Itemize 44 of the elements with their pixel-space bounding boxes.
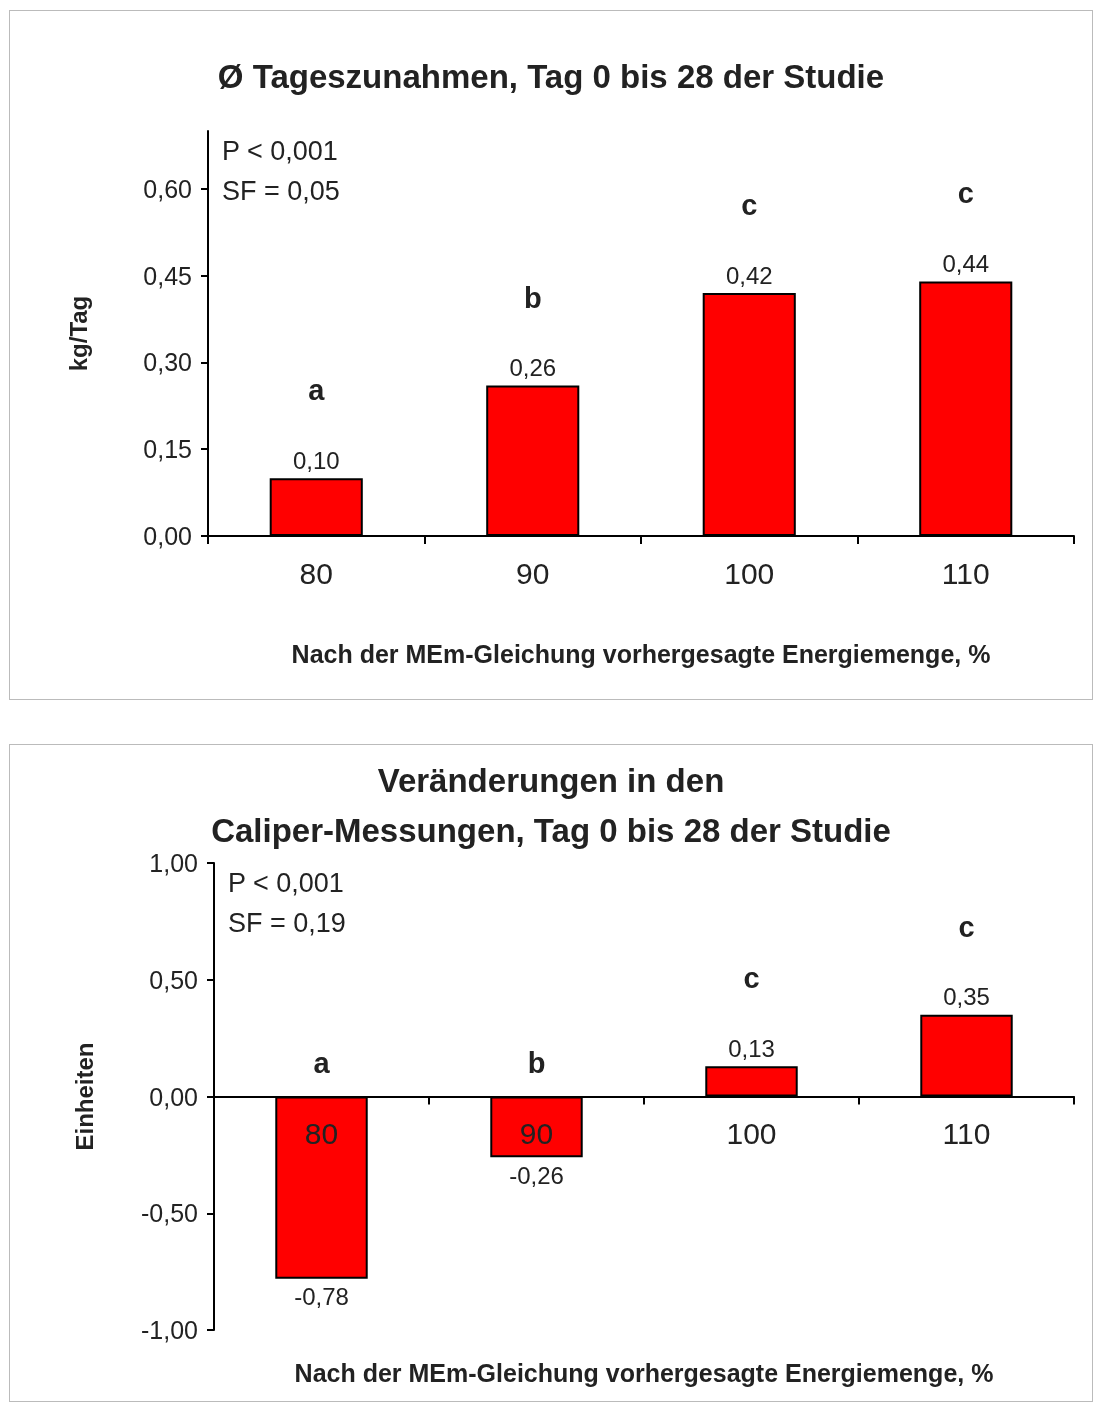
annotation: c xyxy=(957,177,974,210)
annotation: P < 0,001 xyxy=(222,135,338,166)
y-tick-label: -1,00 xyxy=(141,1316,198,1344)
x-axis-title: Nach der MEm-Gleichung vorhergesagte Energiemenge, % xyxy=(294,1359,994,1387)
annotation: c xyxy=(741,189,758,221)
chart-title: Ø Tageszunahmen, Tag 0 bis 28 der Studie xyxy=(217,57,885,95)
annotation: P < 0,001 xyxy=(228,867,344,898)
y-tick-label: 0,00 xyxy=(149,1082,198,1111)
y-tick-label: 0,45 xyxy=(143,261,192,290)
x-tick-label: 80 xyxy=(304,1117,339,1150)
annotation: c xyxy=(958,910,975,943)
data-label: 0,42 xyxy=(725,261,773,289)
annotation: b xyxy=(523,281,542,314)
data-label: 0,35 xyxy=(943,983,990,1011)
y-axis-title: kg/Tag xyxy=(64,295,92,372)
x-tick-label: 80 xyxy=(299,556,333,590)
annotation: SF = 0,19 xyxy=(228,907,346,938)
annotation: SF = 0,05 xyxy=(222,175,340,206)
data-label: -0,78 xyxy=(294,1283,349,1311)
x-tick-label: 100 xyxy=(724,556,775,590)
chart-title: Veränderungen in den Caliper-Messungen, Tag 0 bis 28 der Studie xyxy=(211,761,891,849)
annotation: a xyxy=(308,374,326,407)
x-tick-label: 110 xyxy=(941,556,990,590)
data-label: -0,26 xyxy=(509,1161,564,1189)
x-tick-label: 90 xyxy=(516,556,550,590)
x-tick-label: 100 xyxy=(726,1117,777,1150)
data-label: 0,26 xyxy=(509,354,557,382)
x-axis-title: Nach der MEm-Gleichung vorhergesagte Energiemenge, % xyxy=(291,640,991,668)
y-axis-title: Einheiten xyxy=(70,1042,98,1151)
x-tick-label: 90 xyxy=(519,1117,554,1150)
annotation: b xyxy=(527,1046,546,1079)
y-tick-label: -0,50 xyxy=(141,1199,198,1228)
y-tick-label: 0,60 xyxy=(143,174,192,203)
data-label: 0,10 xyxy=(292,446,340,474)
x-tick-label: 110 xyxy=(942,1117,991,1150)
y-tick-label: 0,00 xyxy=(143,522,192,550)
y-tick-label: 0,50 xyxy=(149,965,198,994)
y-tick-label: 0,15 xyxy=(143,435,192,464)
annotation: a xyxy=(313,1046,331,1079)
data-label: 0,44 xyxy=(942,249,990,277)
y-tick-label: 1,00 xyxy=(149,849,198,877)
data-label: 0,13 xyxy=(728,1034,775,1062)
y-tick-label: 0,30 xyxy=(143,348,192,377)
annotation: c xyxy=(743,962,760,995)
